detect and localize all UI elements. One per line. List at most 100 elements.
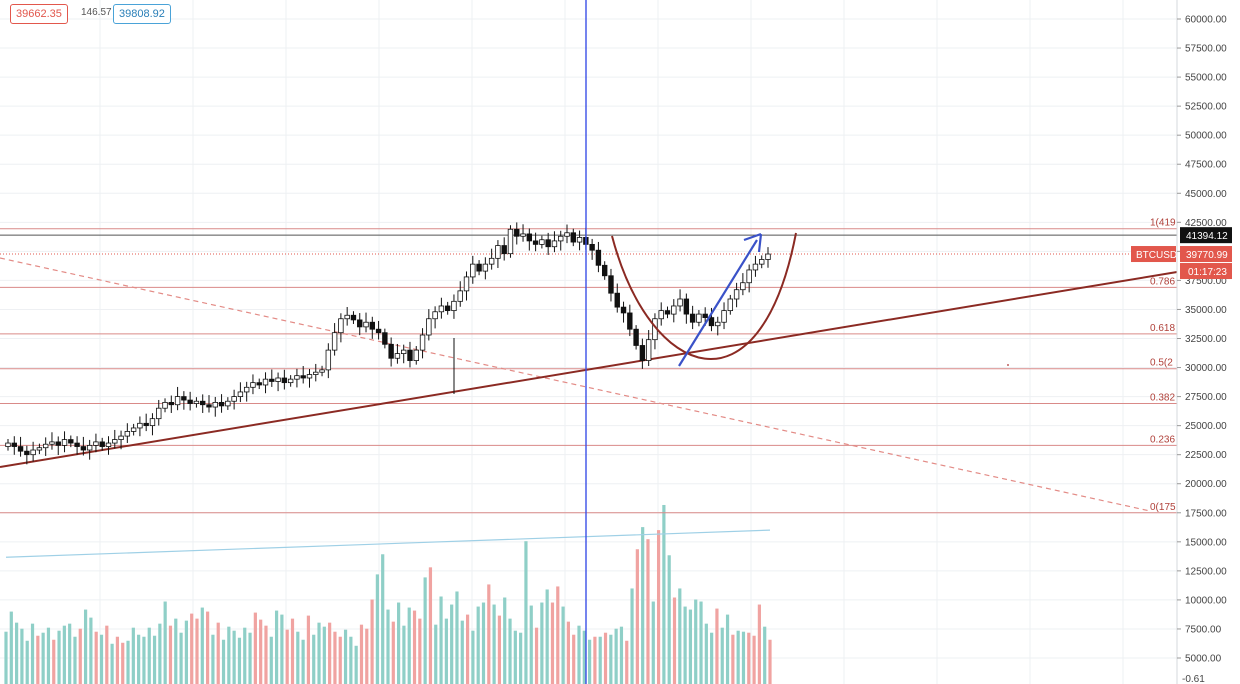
- candle: [130, 423, 137, 436]
- candle-body: [80, 446, 87, 451]
- axis-tick-label: 10000.00: [1185, 595, 1227, 606]
- candle: [344, 307, 350, 326]
- candle-body: [645, 339, 652, 361]
- candle-body: [55, 441, 61, 446]
- volume-bar: [83, 609, 88, 684]
- candle-body: [401, 349, 407, 355]
- candle: [633, 325, 639, 350]
- candle: [558, 230, 564, 251]
- candle-body: [5, 442, 11, 447]
- volume-bar: [328, 622, 332, 684]
- volume-bar: [492, 604, 496, 684]
- volume-bar: [635, 549, 639, 684]
- candle: [42, 437, 49, 456]
- candle-body: [564, 232, 570, 237]
- fib-level-label: 1(419: [1150, 218, 1176, 229]
- volume-bar: [566, 621, 570, 684]
- candle: [262, 372, 269, 394]
- candle: [275, 372, 281, 392]
- candle-body: [558, 235, 564, 242]
- symbol-tag-text: BTCUSD: [1136, 250, 1177, 261]
- candle: [162, 398, 168, 413]
- axis-tick-label: 27500.00: [1185, 392, 1227, 403]
- candle: [488, 248, 495, 270]
- volume-bar: [105, 625, 109, 684]
- candle-body: [551, 240, 558, 248]
- fib-level-label: 0(175: [1150, 502, 1176, 513]
- last-price-tag-text: 39770.99: [1186, 250, 1228, 261]
- volume-bar: [370, 599, 374, 684]
- candle: [463, 271, 470, 301]
- fib-level-label: 0.382: [1150, 393, 1175, 404]
- volume-bar: [678, 588, 682, 684]
- candle: [645, 330, 652, 367]
- axis-tick-label: 5000.00: [1185, 654, 1222, 665]
- axis-tick-label: 55000.00: [1185, 73, 1227, 84]
- candle: [149, 413, 156, 436]
- candle: [105, 436, 112, 455]
- candle-body: [30, 449, 36, 456]
- volume-bar: [497, 615, 502, 684]
- volume-bar: [662, 504, 666, 684]
- volume-bar: [656, 530, 661, 684]
- volume-bar: [269, 636, 273, 684]
- volume-bar: [253, 612, 257, 684]
- volume-bar: [285, 629, 289, 684]
- candle-body: [520, 233, 526, 237]
- candle: [363, 312, 369, 333]
- candle: [457, 281, 463, 307]
- volume-bar: [15, 622, 19, 684]
- candle-body: [143, 422, 149, 427]
- volume-bar: [274, 610, 279, 684]
- volume-bar: [52, 639, 56, 684]
- volume-bar: [481, 602, 486, 684]
- candle-body: [162, 401, 168, 409]
- candle-body: [426, 318, 432, 336]
- candle-body: [595, 249, 602, 266]
- volume-bar: [94, 631, 98, 684]
- candle: [545, 232, 551, 255]
- volume-bar: [593, 636, 597, 684]
- price-tags: 41394.12 BTCUSD 39770.99 01:17:23: [1131, 227, 1232, 280]
- candle-body: [671, 305, 677, 315]
- candle-body: [432, 311, 438, 320]
- projection-arrow-head: [743, 232, 763, 253]
- descending-trend-line: [0, 257, 1151, 512]
- volume-bar: [731, 634, 735, 684]
- price-axis-panel: [1177, 0, 1240, 684]
- volume-bar: [556, 586, 560, 684]
- candle-body: [68, 439, 74, 444]
- candle: [338, 313, 344, 343]
- fib-level-label: 0.786: [1150, 276, 1175, 287]
- candle: [608, 268, 614, 302]
- candle: [696, 310, 702, 327]
- candle: [664, 306, 671, 319]
- volume-bar: [694, 599, 698, 684]
- volume-bar: [227, 626, 231, 684]
- volume-bar: [747, 632, 751, 684]
- candle-body: [614, 292, 620, 308]
- volume-bar: [343, 629, 348, 684]
- volume-bar: [768, 639, 772, 684]
- volume-bar: [529, 605, 533, 684]
- candle-body: [156, 407, 162, 420]
- candle-body: [633, 328, 639, 346]
- candle-body: [495, 245, 501, 259]
- volume-bar: [487, 584, 491, 684]
- volume-bar: [412, 610, 417, 684]
- candle-body: [589, 243, 595, 251]
- axis-tick-label: 30000.00: [1185, 363, 1227, 374]
- candle-body: [727, 298, 734, 312]
- candle: [49, 432, 55, 450]
- candle: [501, 237, 507, 261]
- candle-body: [74, 442, 80, 447]
- candle-body: [306, 374, 313, 379]
- volume-bar: [503, 597, 507, 684]
- volume-bar: [89, 617, 93, 684]
- header-change-value: 146.57: [81, 7, 112, 18]
- candle-body: [294, 375, 300, 380]
- volume-bar: [237, 637, 242, 684]
- candle: [551, 231, 558, 253]
